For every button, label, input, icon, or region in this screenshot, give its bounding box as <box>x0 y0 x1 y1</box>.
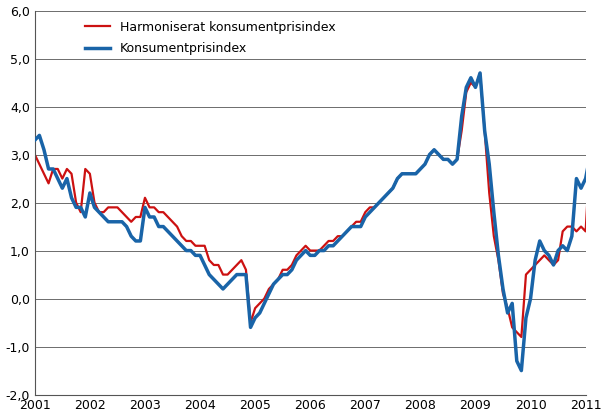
Legend: Harmoniserat konsumentprisindex, Konsumentprisindex: Harmoniserat konsumentprisindex, Konsume… <box>85 20 336 56</box>
Harmoniserat konsumentprisindex <box>334 234 341 239</box>
Harmoniserat konsumentprisindex <box>476 71 484 76</box>
Harmoniserat konsumentprisindex <box>577 224 585 229</box>
Harmoniserat konsumentprisindex <box>554 257 561 263</box>
Konsumentprisindex <box>577 186 585 191</box>
Konsumentprisindex <box>554 248 561 253</box>
Konsumentprisindex <box>334 238 341 243</box>
Konsumentprisindex <box>385 191 392 196</box>
Harmoniserat konsumentprisindex <box>31 152 38 157</box>
Harmoniserat konsumentprisindex <box>160 210 167 215</box>
Harmoniserat konsumentprisindex <box>385 191 392 196</box>
Konsumentprisindex <box>476 71 484 76</box>
Konsumentprisindex <box>210 277 217 282</box>
Line: Konsumentprisindex: Konsumentprisindex <box>35 73 590 371</box>
Konsumentprisindex <box>31 138 38 143</box>
Konsumentprisindex <box>518 368 525 373</box>
Line: Harmoniserat konsumentprisindex: Harmoniserat konsumentprisindex <box>35 73 590 337</box>
Harmoniserat konsumentprisindex <box>518 334 525 339</box>
Harmoniserat konsumentprisindex <box>586 147 594 152</box>
Konsumentprisindex <box>586 152 594 157</box>
Harmoniserat konsumentprisindex <box>210 263 217 268</box>
Konsumentprisindex <box>160 224 167 229</box>
